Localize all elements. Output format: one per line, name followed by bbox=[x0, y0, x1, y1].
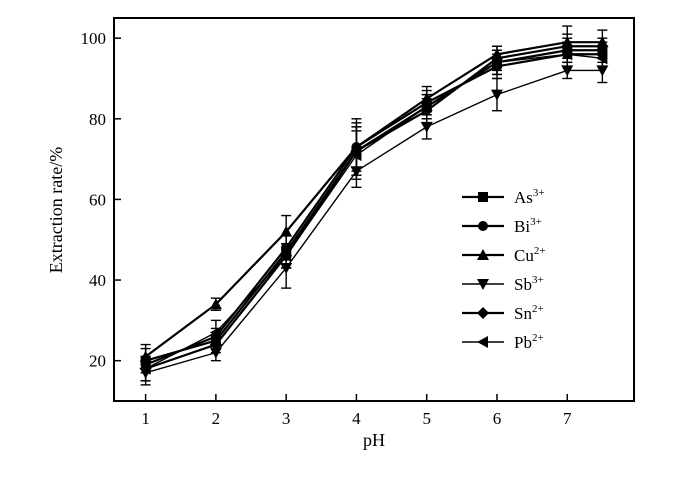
y-axis-ticks: 20 40 60 80 100 bbox=[81, 29, 121, 371]
series-bi bbox=[140, 41, 608, 374]
x-tick-label: 1 bbox=[141, 409, 150, 428]
x-tick-label: 3 bbox=[282, 409, 291, 428]
y-tick-label: 100 bbox=[81, 29, 107, 48]
series-line bbox=[145, 53, 603, 366]
legend-label: Bi3+ bbox=[514, 216, 542, 236]
series-as bbox=[140, 37, 608, 374]
legend-item-cu: Cu2+ bbox=[462, 245, 546, 265]
data-point bbox=[420, 100, 432, 113]
series-pb bbox=[139, 41, 608, 382]
series-line bbox=[145, 53, 603, 370]
data-point bbox=[209, 326, 221, 339]
y-tick-label: 80 bbox=[89, 110, 106, 129]
legend-marker bbox=[477, 307, 489, 319]
legend-label: As3+ bbox=[514, 187, 545, 207]
data-point bbox=[490, 56, 502, 69]
legend-marker bbox=[478, 192, 488, 202]
plot-frame bbox=[113, 17, 635, 402]
legend-series-name: Pb bbox=[514, 333, 532, 352]
x-axis-ticks: 1 2 3 4 5 6 7 bbox=[141, 394, 572, 428]
legend-series-name: Sb bbox=[514, 275, 532, 294]
legend-marker bbox=[477, 336, 488, 348]
series-layer bbox=[139, 25, 609, 386]
legend-series-charge: 3+ bbox=[530, 216, 542, 228]
legend-series-name: Bi bbox=[514, 217, 530, 236]
legend-label: Cu2+ bbox=[514, 245, 546, 265]
legend-item-as: As3+ bbox=[462, 187, 545, 207]
legend: As3+Bi3+Cu2+Sb3+Sn2+Pb2+ bbox=[462, 187, 546, 352]
legend-series-charge: 2+ bbox=[532, 332, 544, 344]
data-point bbox=[561, 65, 574, 77]
x-tick-label: 5 bbox=[422, 409, 431, 428]
data-point bbox=[280, 225, 293, 237]
legend-series-name: As bbox=[514, 188, 533, 207]
y-tick-label: 40 bbox=[89, 271, 106, 290]
legend-series-charge: 3+ bbox=[533, 187, 545, 199]
legend-label: Pb2+ bbox=[514, 332, 544, 352]
series-sn bbox=[139, 33, 609, 382]
legend-series-charge: 2+ bbox=[534, 245, 546, 257]
x-tick-label: 7 bbox=[563, 409, 572, 428]
x-axis-label: pH bbox=[363, 430, 385, 450]
y-tick-label: 20 bbox=[89, 352, 106, 371]
legend-item-pb: Pb2+ bbox=[462, 332, 544, 352]
data-point bbox=[350, 149, 362, 162]
y-axis-label: Extraction rate/% bbox=[46, 147, 66, 273]
data-point bbox=[490, 89, 503, 101]
data-point bbox=[596, 40, 609, 53]
legend-series-charge: 3+ bbox=[532, 274, 544, 286]
data-point bbox=[280, 249, 292, 262]
x-tick-label: 6 bbox=[493, 409, 502, 428]
legend-marker bbox=[478, 221, 488, 231]
series-line bbox=[145, 49, 603, 362]
data-point bbox=[420, 121, 433, 133]
legend-item-sb: Sb3+ bbox=[462, 274, 544, 294]
legend-marker bbox=[477, 249, 489, 260]
legend-series-name: Sn bbox=[514, 304, 532, 323]
series-line bbox=[144, 41, 603, 358]
data-point bbox=[596, 65, 609, 77]
legend-marker bbox=[477, 279, 489, 290]
x-tick-label: 2 bbox=[212, 409, 221, 428]
legend-item-sn: Sn2+ bbox=[462, 303, 544, 323]
data-point bbox=[561, 48, 573, 61]
data-point bbox=[139, 362, 151, 375]
legend-series-name: Cu bbox=[514, 246, 534, 265]
data-point bbox=[596, 52, 608, 65]
legend-series-charge: 2+ bbox=[532, 303, 544, 315]
legend-label: Sb3+ bbox=[514, 274, 544, 294]
series-line bbox=[145, 69, 603, 374]
legend-item-bi: Bi3+ bbox=[462, 216, 542, 236]
data-point bbox=[209, 298, 222, 310]
y-tick-label: 60 bbox=[89, 190, 106, 209]
legend-label: Sn2+ bbox=[514, 303, 544, 323]
x-tick-label: 4 bbox=[352, 409, 361, 428]
